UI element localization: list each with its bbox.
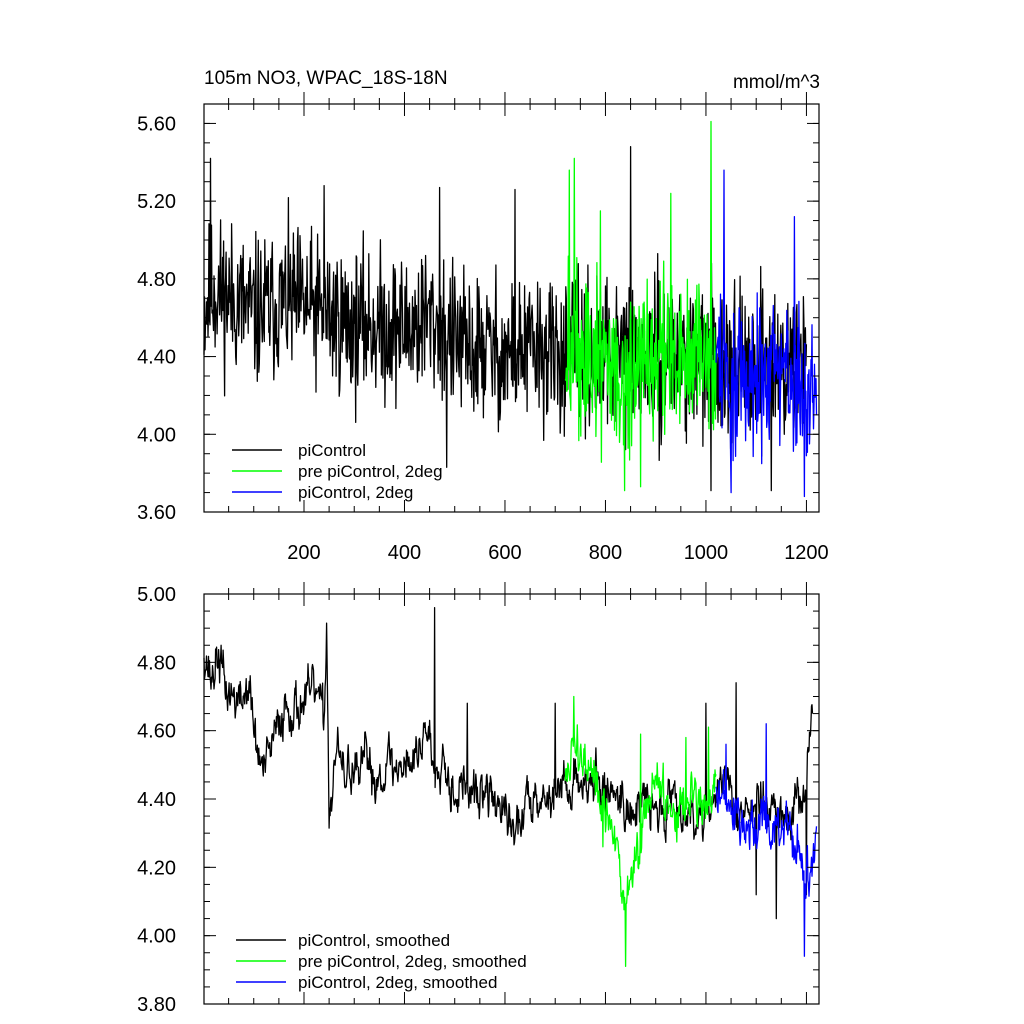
y-tick-label: 4.00 [137, 424, 176, 446]
y-tick-label: 3.60 [137, 502, 176, 524]
x-tick-label: 400 [388, 542, 421, 564]
y-tick-label: 4.80 [137, 269, 176, 291]
x-tick-label: 1000 [684, 542, 729, 564]
units-label: mmol/m^3 [733, 72, 820, 93]
series-line-picontrol-smoothed [203, 607, 814, 920]
axes-group: 3.80 4.00 4.20 4.40 4.60 4.80 5.00 [137, 582, 819, 1016]
series-line-picontrol-2deg [715, 169, 818, 498]
y-tick-label: 3.80 [137, 994, 176, 1016]
y-tick-label: 5.00 [137, 584, 176, 606]
series-group [203, 607, 818, 968]
y-tick-label: 5.20 [137, 191, 176, 213]
plot-frame [203, 103, 820, 513]
legend-label-picontrol-smoothed: piControl, smoothed [298, 931, 450, 950]
plot-frame [203, 593, 820, 1005]
y-tick-label: 4.40 [137, 347, 176, 369]
legend-label-picontrol-2deg: piControl, 2deg [298, 483, 413, 502]
series-line-picontrol [203, 146, 808, 492]
legend-label-picontrol-2deg-smoothed: piControl, 2deg, smoothed [298, 973, 497, 992]
series-line-pre-picontrol-2deg [564, 120, 717, 492]
series-group [203, 120, 818, 498]
series-line-picontrol-2deg-smoothed [715, 723, 818, 957]
x-tick-label: 200 [287, 542, 320, 564]
x-tick-label: 800 [589, 542, 622, 564]
legend: piControl pre piControl, 2deg piControl,… [232, 441, 443, 502]
legend: piControl, smoothed pre piControl, 2deg,… [236, 931, 527, 992]
legend-label-pre-picontrol-2deg: pre piControl, 2deg [298, 462, 443, 481]
y-tick-label: 4.40 [137, 789, 176, 811]
axes-group: 3.60 4.00 4.40 4.80 5.20 5.60 200 400 600 800 1000… [137, 92, 829, 564]
chart-title: 105m NO3, WPAC_18S-18N [204, 68, 448, 89]
x-tick-label: 600 [488, 542, 521, 564]
legend-label-pre-picontrol-2deg-smoothed: pre piControl, 2deg, smoothed [298, 952, 527, 971]
x-tick-label: 1200 [784, 542, 829, 564]
y-tick-label: 4.60 [137, 721, 176, 743]
y-tick-label: 4.80 [137, 652, 176, 674]
series-line-pre-picontrol-2deg-smoothed [564, 695, 717, 968]
y-tick-label: 4.00 [137, 926, 176, 948]
y-tick-label: 5.60 [137, 113, 176, 135]
bottom-panel: 3.80 4.00 4.20 4.40 4.60 4.80 5.00 piControl, … [137, 582, 820, 1016]
y-tick-label: 4.20 [137, 857, 176, 879]
legend-label-picontrol: piControl [298, 441, 366, 460]
top-panel: 105m NO3, WPAC_18S-18N mmol/m^3 3.60 4.00… [137, 68, 829, 564]
